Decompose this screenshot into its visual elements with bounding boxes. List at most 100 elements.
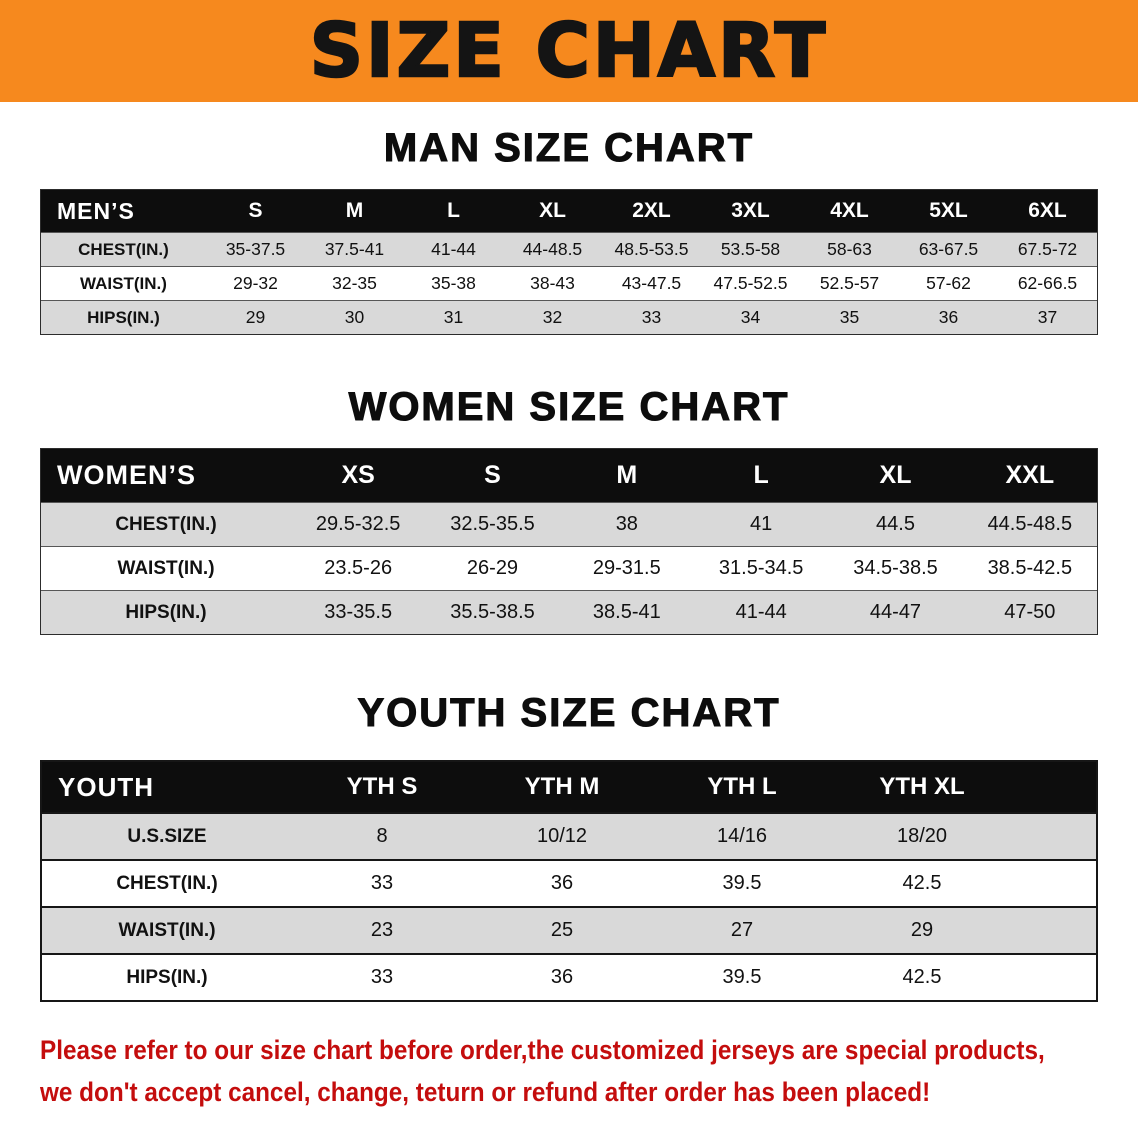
table-row: CHEST(IN.) 29.5-32.5 32.5-35.5 38 41 44.5 44.5… [41,502,1097,546]
table-row: WAIST(IN.) 23.5-26 26-29 29-31.5 31.5-34.5 34… [41,546,1097,590]
table-cell: 42.5 [902,966,942,988]
column-header: M [616,461,638,489]
womens-size-table: WOMEN’S XS S M L XL XXL CHEST(IN.) 29.5-32.5 32.5… [40,448,1098,635]
table-cell: 23 [370,919,394,941]
column-header: YTH L [707,773,777,800]
table-cell: 44-47 [869,601,922,623]
row-label: U.S.SIZE [127,825,207,847]
table-header-row: WOMEN’S XS S M L XL XXL [41,449,1097,502]
table-cell: 29 [910,919,934,941]
size-chart-banner: SIZE CHART [0,0,1138,102]
table-cell: 23.5-26 [324,557,393,579]
column-header: L [753,461,769,489]
column-header: 2XL [632,199,671,222]
row-label: CHEST(IN.) [116,872,218,894]
table-cell: 29-31.5 [592,557,661,579]
table-cell: 37.5-41 [324,239,385,259]
youth-section-heading: YOUTH SIZE CHART [357,690,781,735]
mens-size-table: MEN’S S M L XL 2XL 3XL 4XL 5XL 6XL CHEST(IN.) 35-37… [40,189,1098,335]
table-title-cell: WOMEN’S [57,460,196,490]
table-title-cell: YOUTH [58,771,154,802]
table-cell: 32-35 [332,273,377,293]
table-cell: 35-37.5 [225,239,286,259]
table-cell: 47-50 [1004,601,1056,623]
table-cell: 33 [370,872,394,894]
table-cell: 37 [1037,307,1058,327]
table-cell: 53.5-58 [720,239,781,259]
column-header: S [484,461,501,489]
table-cell: 36 [550,872,574,894]
men-section-heading: MAN SIZE CHART [383,125,755,170]
table-header-row: MEN’S S M L XL 2XL 3XL 4XL 5XL 6XL [41,190,1097,232]
row-label: HIPS(IN.) [126,966,208,988]
column-header: YTH S [346,773,418,800]
table-cell: 44-48.5 [522,239,583,259]
row-label: CHEST(IN.) [78,239,169,259]
column-header: 6XL [1028,199,1067,222]
column-header: 5XL [929,199,968,222]
table-cell: 58-63 [827,239,872,259]
row-label: WAIST(IN.) [80,273,167,293]
table-cell: 63-67.5 [918,239,979,259]
order-policy-note: Please refer to our size chart before or… [40,1030,1138,1114]
table-cell: 41-44 [735,601,787,623]
order-policy-line-2: we don't accept cancel, change, teturn o… [40,1076,931,1107]
column-header: XL [539,199,566,222]
table-cell: 33-35.5 [324,601,393,623]
row-label: WAIST(IN.) [117,557,215,579]
table-header-row: YOUTH YTH S YTH M YTH L YTH XL [42,762,1096,812]
table-row: CHEST(IN.) 35-37.5 37.5-41 41-44 44-48.5 48.5… [41,232,1097,266]
table-cell: 41-44 [431,239,476,259]
table-cell: 27 [730,919,754,941]
table-row: HIPS(IN.) 33 36 39.5 42.5 [42,953,1096,1000]
row-label: HIPS(IN.) [87,307,160,327]
table-cell: 8 [376,825,388,847]
table-cell: 42.5 [902,872,942,894]
column-header: YTH XL [879,773,965,800]
table-cell: 38 [615,513,638,535]
table-cell: 10/12 [536,825,588,847]
table-cell: 57-62 [926,273,971,293]
table-cell: 34.5-38.5 [853,557,938,579]
column-header: 4XL [830,199,869,222]
youth-size-table: YOUTH YTH S YTH M YTH L YTH XL U.S.SIZE 8 10/12… [40,760,1098,1002]
women-section-heading: WOMEN SIZE CHART [348,384,790,429]
table-cell: 35 [839,307,860,327]
table-cell: 38.5-42.5 [987,557,1073,579]
table-row: CHEST(IN.) 33 36 39.5 42.5 [42,859,1096,906]
table-cell: 48.5-53.5 [614,239,689,259]
table-row: HIPS(IN.) 29 30 31 32 33 34 35 36 37 [41,300,1097,334]
table-row: WAIST(IN.) 29-32 32-35 35-38 38-43 43-47.5 47.… [41,266,1097,300]
table-cell: 25 [550,919,574,941]
table-row: HIPS(IN.) 33-35.5 35.5-38.5 38.5-41 41-44 44-… [41,590,1097,634]
table-cell: 29-32 [233,273,278,293]
table-cell: 29.5-32.5 [315,513,401,535]
table-cell: 36 [938,307,959,327]
table-cell: 67.5-72 [1017,239,1078,259]
table-cell: 26-29 [466,557,519,579]
table-cell: 29 [245,307,266,327]
table-cell: 43-47.5 [621,273,682,293]
column-header: 3XL [731,199,770,222]
table-cell: 38-43 [530,273,575,293]
table-cell: 34 [740,307,761,327]
table-cell: 14/16 [716,825,768,847]
table-cell: 32.5-35.5 [450,513,535,535]
column-header: M [345,199,364,222]
table-cell: 30 [344,307,365,327]
table-cell: 38.5-41 [592,601,661,623]
table-cell: 35-38 [431,273,476,293]
table-cell: 39.5 [722,872,762,894]
table-row: U.S.SIZE 8 10/12 14/16 18/20 [42,812,1096,859]
table-row: WAIST(IN.) 23 25 27 29 [42,906,1096,953]
table-cell: 31.5-34.5 [718,557,804,579]
table-cell: 33 [641,307,662,327]
column-header: XXL [1005,461,1055,489]
column-header: L [447,199,460,222]
order-policy-line-1: Please refer to our size chart before or… [40,1035,1045,1065]
table-cell: 33 [370,966,394,988]
table-cell: 32 [542,307,563,327]
column-header: YTH M [524,773,600,800]
table-cell: 52.5-57 [819,273,880,293]
